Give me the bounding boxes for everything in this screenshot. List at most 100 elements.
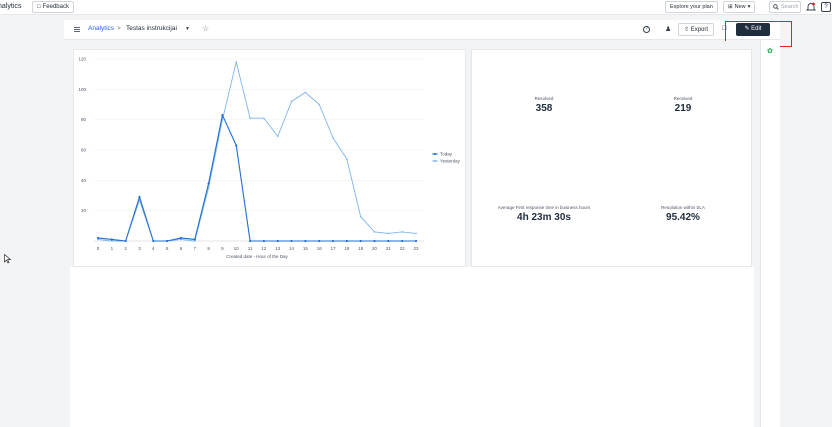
- menu-icon[interactable]: [74, 27, 80, 32]
- export-button[interactable]: ⇧ Export: [678, 23, 715, 36]
- dashboard-header: Analytics > Testas instrukcijai ▼ ☆ ? ♟ …: [64, 20, 780, 40]
- data-point-yesterday: [111, 240, 113, 242]
- feedback-button[interactable]: □ Feedback: [32, 1, 74, 13]
- data-point-yesterday: [97, 238, 99, 241]
- data-point-today: [110, 238, 113, 241]
- help-icon[interactable]: ?: [821, 2, 831, 12]
- search-input[interactable]: Search: [769, 1, 801, 13]
- plus-icon: ⊞: [728, 3, 733, 10]
- y-tick-label: 120: [78, 57, 86, 62]
- data-point-today: [373, 239, 376, 243]
- data-point-today: [359, 239, 362, 243]
- x-tick-label: 17: [331, 246, 337, 251]
- legend-label: Today: [440, 152, 453, 157]
- legend-label: Yesterday: [440, 159, 461, 164]
- metric-resolved-label: Resolved: [534, 96, 554, 101]
- x-tick-label: 9: [221, 246, 224, 251]
- x-tick-label: 23: [413, 246, 419, 251]
- metric-response-label: Average First response time in business …: [497, 205, 591, 210]
- export-label: Export: [690, 27, 709, 33]
- data-point-today: [166, 239, 169, 243]
- data-point-today: [248, 239, 252, 243]
- data-point-yesterday: [401, 231, 403, 233]
- star-icon[interactable]: ☆: [202, 24, 210, 33]
- help-icon[interactable]: ?: [643, 26, 650, 33]
- dashboard-title[interactable]: Testas instrukcijai: [126, 25, 177, 32]
- data-point-yesterday: [373, 231, 376, 233]
- legend-marker: [433, 152, 437, 156]
- x-tick-label: 22: [400, 246, 406, 251]
- edit-button[interactable]: ✎ Edit: [736, 23, 770, 36]
- data-point-today: [124, 239, 127, 243]
- series-line-today: [97, 113, 416, 242]
- data-point-yesterday: [346, 158, 348, 160]
- data-point-yesterday: [318, 103, 321, 106]
- x-tick-label: 20: [372, 246, 378, 251]
- data-point-yesterday: [276, 135, 279, 138]
- data-point-today: [331, 239, 335, 243]
- y-tick-label: 20: [81, 208, 87, 213]
- new-button[interactable]: ⊞ New ▾: [723, 1, 756, 13]
- metric-resolved-value: 358: [535, 103, 553, 114]
- data-point-today: [387, 239, 390, 243]
- dashboard-canvas: 20 40 60 80 100 120 0 1 2 3 4 5 6 7 8 9 10 11 12 13 14 15 16 17…: [64, 41, 760, 427]
- metrics-card: Resolved 358 Received 219 Average First …: [471, 49, 752, 267]
- data-point-yesterday: [359, 215, 362, 218]
- data-point-yesterday: [415, 232, 417, 235]
- legend-marker: [433, 159, 437, 163]
- chevron-down-icon[interactable]: ▼: [185, 26, 190, 32]
- x-tick-label: 15: [303, 246, 309, 251]
- data-point-today: [96, 236, 100, 240]
- bell-icon[interactable]: [806, 2, 816, 12]
- data-point-today: [318, 239, 321, 243]
- x-tick-label: 6: [180, 246, 183, 251]
- data-point-today: [262, 239, 266, 243]
- comment-icon[interactable]: □: [722, 25, 727, 32]
- data-point-yesterday: [207, 187, 210, 189]
- x-tick-label: 21: [386, 246, 392, 251]
- data-point-yesterday: [387, 232, 390, 235]
- mouse-cursor-icon: [4, 254, 12, 264]
- x-tick-label: 14: [289, 246, 295, 251]
- data-point-yesterday: [263, 117, 265, 119]
- x-tick-label: 3: [138, 246, 141, 251]
- x-tick-label: 11: [248, 246, 253, 251]
- metric-received-value: 219: [674, 103, 692, 114]
- x-tick-label: 10: [234, 246, 240, 251]
- data-point-today: [138, 195, 141, 199]
- data-point-today: [193, 238, 196, 241]
- data-point-today: [179, 236, 183, 240]
- y-tick-label: 40: [81, 178, 87, 183]
- search-placeholder: Search: [781, 3, 799, 10]
- metric-sla-label: Resolution within SLA: [661, 205, 705, 210]
- metric-response-value: 4h 23m 30s: [517, 212, 571, 223]
- empty-panel: [70, 267, 754, 427]
- x-tick-label: 19: [358, 246, 364, 251]
- data-point-today: [152, 239, 155, 243]
- x-tick-label: 1: [111, 246, 114, 251]
- x-tick-label: 18: [344, 246, 350, 251]
- right-rail: ✿: [760, 40, 780, 427]
- user-share-icon[interactable]: ♟: [665, 26, 672, 33]
- palette-icon[interactable]: ✿: [767, 48, 773, 55]
- explore-plan-button[interactable]: Explore your plan: [665, 1, 718, 13]
- x-tick-label: 13: [275, 246, 281, 251]
- data-point-yesterday: [290, 100, 293, 103]
- x-tick-label: 7: [194, 246, 197, 251]
- chart-card: 20 40 60 80 100 120 0 1 2 3 4 5 6 7 8 9 10 11 12 13 14 15 16 17…: [73, 49, 466, 267]
- metric-sla-value: 95.42%: [666, 212, 700, 223]
- x-tick-label: 8: [207, 246, 210, 251]
- breadcrumb-analytics[interactable]: Analytics: [88, 25, 115, 32]
- upload-icon: ⇧: [684, 27, 690, 33]
- data-point-yesterday: [304, 91, 307, 94]
- breadcrumb-separator: >: [117, 25, 121, 32]
- feedback-label: Feedback: [42, 3, 69, 10]
- x-tick-label: 2: [124, 246, 127, 251]
- x-tick-label: 16: [317, 246, 323, 251]
- new-label: New: [734, 3, 746, 10]
- data-point-today: [276, 239, 279, 243]
- x-tick-label: 0: [97, 246, 100, 251]
- x-tick-label: 12: [261, 246, 267, 251]
- search-icon: [773, 4, 779, 10]
